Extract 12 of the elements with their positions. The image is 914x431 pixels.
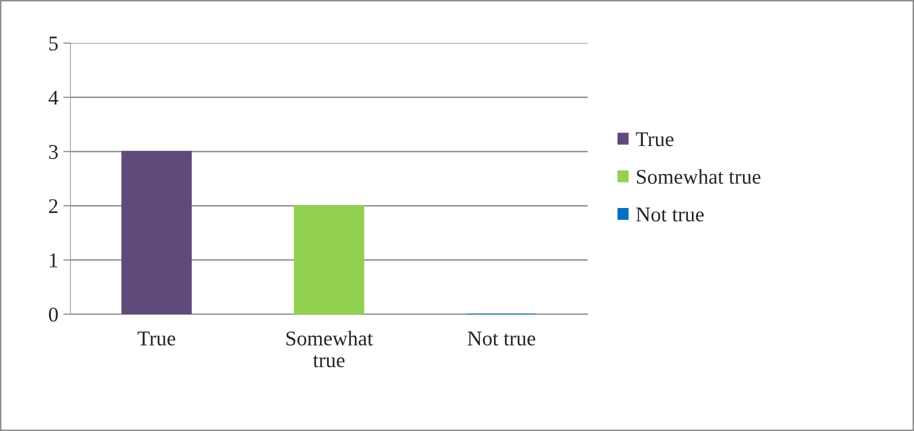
y-tick-label: 5 (49, 36, 58, 51)
y-tick-label: 2 (49, 199, 58, 213)
legend-label: Somewhat true (636, 169, 760, 184)
x-tick-label: True (138, 332, 176, 346)
y-tick-label: 1 (50, 253, 58, 268)
x-tick-label: Somewhat true (286, 330, 373, 368)
legend-label: Not true (636, 208, 704, 222)
y-tick-label: 0 (48, 308, 58, 322)
x-tick-label: Not true (468, 332, 536, 346)
legend-label: True (636, 132, 674, 146)
y-tick-label: 3 (49, 144, 58, 159)
y-tick-label: 4 (48, 90, 58, 105)
